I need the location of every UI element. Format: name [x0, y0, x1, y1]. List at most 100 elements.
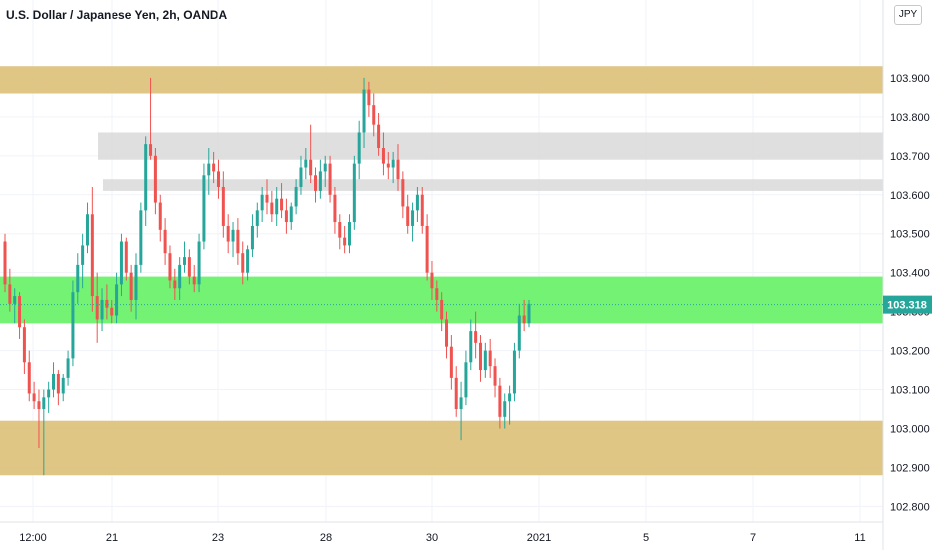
candle-body [241, 253, 245, 273]
candle-body [183, 257, 187, 265]
candle-body [8, 284, 12, 304]
candle [304, 148, 308, 180]
candle [333, 186, 337, 234]
candle [347, 214, 351, 254]
x-tick-label: 23 [212, 532, 224, 544]
x-tick-label: 7 [750, 532, 756, 544]
candle [85, 202, 89, 254]
candle-body [144, 144, 148, 211]
candle [115, 272, 119, 324]
candle-body [449, 346, 453, 378]
x-tick-label: 11 [854, 532, 865, 544]
candle [323, 155, 327, 187]
candle [187, 249, 191, 285]
candle-body [522, 315, 526, 324]
candle [377, 112, 381, 156]
candle-body [265, 194, 269, 203]
candle [32, 381, 36, 410]
candle-body [153, 155, 157, 203]
candle-body [483, 350, 487, 371]
candle-body [347, 222, 351, 246]
candle-body [100, 299, 104, 320]
candle [221, 171, 225, 238]
candle-body [231, 229, 235, 242]
candle-body [289, 206, 293, 223]
candle [270, 190, 274, 223]
candle-body [508, 393, 512, 402]
candle [445, 311, 449, 359]
candle [47, 381, 51, 413]
candle [503, 393, 507, 429]
candle [231, 222, 235, 258]
y-tick-label: 103.600 [890, 190, 930, 202]
candle-body [158, 202, 162, 230]
candle-body [352, 163, 356, 223]
candle [192, 264, 196, 293]
candle-body [420, 194, 424, 226]
candle [202, 163, 206, 250]
candle [56, 370, 60, 406]
candle-body [129, 272, 133, 300]
zone-gold [0, 66, 883, 94]
candle [134, 253, 138, 320]
candle [250, 214, 254, 258]
candle [284, 198, 288, 234]
currency-badge[interactable]: JPY [894, 5, 922, 25]
candle [299, 155, 303, 195]
candle-body [22, 327, 26, 363]
candle [246, 245, 250, 281]
candle [425, 214, 429, 281]
candle-body [226, 225, 230, 242]
candle [226, 214, 230, 254]
candle [139, 202, 143, 273]
candle-body [110, 307, 114, 316]
y-tick-label: 103.100 [890, 385, 930, 397]
time-axis: 12:00 21 23 28 30 2021 5 7 11 [0, 521, 883, 544]
candle-body [255, 210, 259, 226]
candle-body [440, 299, 444, 320]
candle-body [207, 163, 211, 176]
candle [478, 335, 482, 382]
candle [508, 385, 512, 425]
candle-body [13, 296, 17, 304]
zone-gold [0, 420, 883, 476]
candle-body [391, 159, 395, 168]
candle [81, 233, 85, 289]
candle [52, 362, 56, 398]
candle [406, 194, 410, 234]
zones [0, 66, 883, 476]
candle [474, 311, 478, 359]
candle [280, 183, 284, 219]
candle-body [90, 214, 94, 297]
candle-body [115, 284, 119, 316]
candle [352, 155, 356, 230]
candle-body [445, 319, 449, 347]
candle-body [377, 124, 381, 149]
candle-body [236, 229, 240, 254]
candle [110, 299, 114, 324]
y-tick-label: 103.900 [890, 73, 930, 85]
candle [212, 151, 216, 184]
candle-body [212, 163, 216, 172]
candle-body [318, 171, 322, 191]
candle [255, 202, 259, 238]
candle [124, 237, 128, 281]
candle [289, 202, 293, 230]
candle-body [493, 366, 497, 386]
y-tick-label: 103.200 [890, 346, 930, 358]
candle-body [134, 264, 138, 300]
candle-body [37, 401, 41, 410]
chart-title: U.S. Dollar / Japanese Yen, 2h, OANDA [6, 8, 228, 22]
candle [129, 264, 133, 312]
candle [42, 389, 46, 476]
candle [216, 159, 220, 199]
candle-body [415, 194, 419, 211]
candle [493, 358, 497, 398]
candle-body [381, 148, 385, 164]
candle-body [304, 159, 308, 168]
x-tick-label: 5 [643, 532, 649, 544]
candle [435, 280, 439, 312]
candle [498, 377, 502, 429]
candle [76, 253, 80, 304]
